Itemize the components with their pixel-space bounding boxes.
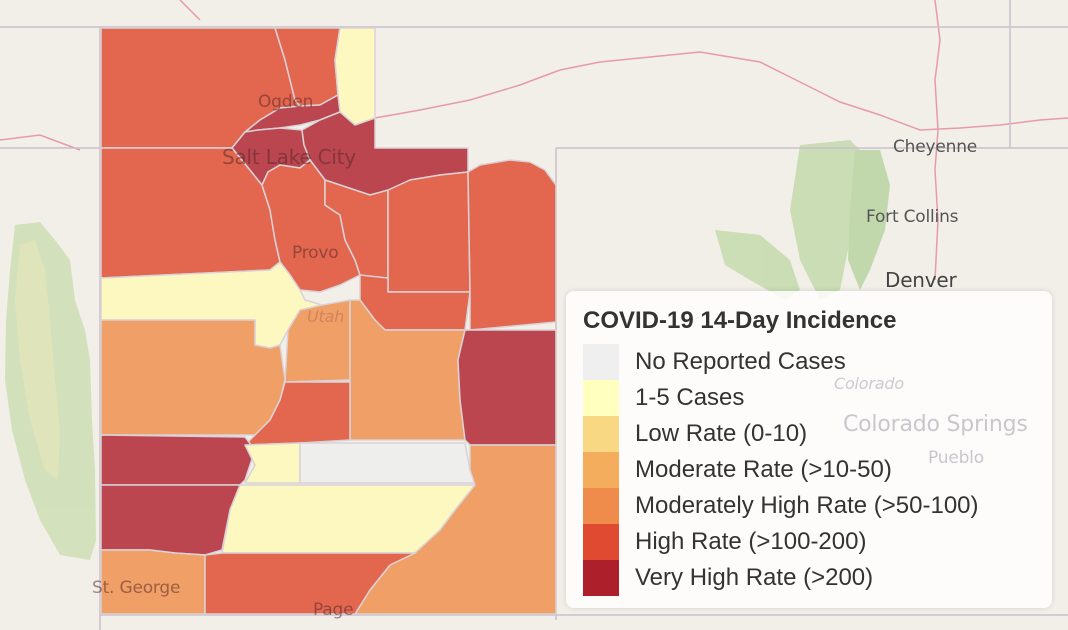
county-iron	[100, 484, 241, 556]
place-label-salt-lake-city: Salt Lake City	[222, 145, 357, 169]
legend-label: 1-5 Cases	[635, 384, 745, 411]
place-label-fort-collins: Fort Collins	[866, 207, 959, 227]
swatch-1-5-cases	[583, 380, 619, 416]
legend-label: High Rate (>100-200)	[635, 528, 867, 555]
place-label-ogden: Ogden	[258, 92, 314, 112]
swatch-very-high-rate	[583, 560, 619, 596]
place-label-cheyenne: Cheyenne	[893, 137, 978, 157]
legend-label: Low Rate (0-10)	[635, 420, 808, 447]
legend-item-no-reported: No Reported Cases	[583, 344, 1052, 380]
legend-item-1-5-cases: 1-5 Cases	[583, 380, 1052, 416]
legend: Colorado Colorado Springs Pueblo COVID-1…	[566, 291, 1052, 608]
swatch-moderately-high-rate	[583, 488, 619, 524]
place-label-pueblo: Pueblo	[928, 448, 984, 468]
county-wayne	[299, 442, 476, 484]
swatch-moderate-rate	[583, 452, 619, 488]
swatch-no-reported	[583, 344, 619, 380]
legend-label: Very High Rate (>200)	[635, 564, 874, 591]
legend-item-high-rate: High Rate (>100-200)	[583, 524, 1052, 560]
legend-label: Moderate Rate (>10-50)	[635, 456, 892, 483]
utah-counties[interactable]	[100, 27, 557, 615]
county-rich	[334, 27, 376, 126]
swatch-low-rate	[583, 416, 619, 452]
county-grand	[457, 329, 557, 446]
place-label-provo: Provo	[292, 243, 339, 263]
place-label-denver: Denver	[885, 268, 957, 292]
legend-label: No Reported Cases	[635, 348, 846, 375]
vegetation-layer	[5, 140, 890, 560]
county-kane	[204, 552, 416, 615]
roads-layer	[0, 0, 1068, 281]
legend-item-very-high-rate: Very High Rate (>200)	[583, 560, 1052, 596]
county-beaver	[100, 434, 256, 486]
legend-item-moderate-rate: Moderate Rate (>10-50)	[583, 452, 1052, 488]
legend-item-low-rate: Low Rate (0-10)	[583, 416, 1052, 452]
legend-title: COVID-19 14-Day Incidence	[583, 307, 897, 334]
county-duchesne	[387, 171, 471, 293]
county-piute	[244, 442, 301, 484]
legend-label: Moderately High Rate (>50-100)	[635, 492, 979, 519]
place-label-st-george: St. George	[92, 578, 181, 598]
legend-item-moderately-high-rate: Moderately High Rate (>50-100)	[583, 488, 1052, 524]
swatch-high-rate	[583, 524, 619, 560]
place-label-colorado-springs: Colorado Springs	[843, 412, 1028, 437]
county-uintah	[467, 159, 557, 331]
place-label-colorado: Colorado	[834, 374, 904, 393]
place-label-page: Page	[313, 600, 354, 620]
place-label-utah: Utah	[307, 307, 345, 326]
